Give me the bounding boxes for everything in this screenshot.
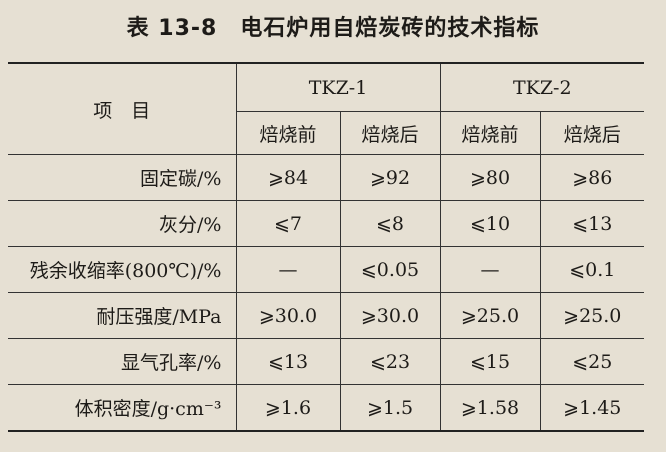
cell-value: ⩽7 bbox=[235, 200, 341, 247]
row-label: 固定碳/% bbox=[8, 154, 237, 201]
cell-value: ⩾1.58 bbox=[439, 384, 541, 432]
cell-value: ⩾1.5 bbox=[339, 384, 441, 432]
cell-value: ⩽0.1 bbox=[539, 246, 645, 293]
group-header: TKZ-2 bbox=[439, 62, 645, 112]
cell-value: ⩾1.45 bbox=[539, 384, 645, 432]
item-header: 项 目 bbox=[8, 62, 237, 155]
row-label: 显气孔率/% bbox=[8, 338, 237, 385]
cell-value: ⩾30.0 bbox=[235, 292, 341, 339]
cell-value: ⩾80 bbox=[439, 154, 541, 201]
table-row: 体积密度/g·cm⁻³ ⩾1.6 ⩾1.5 ⩾1.58 ⩾1.45 bbox=[8, 384, 645, 432]
cell-value: ⩽13 bbox=[539, 200, 645, 247]
spec-table: 项 目 TKZ-1 TKZ-2 焙烧前 焙烧后 焙烧前 焙烧后 固定碳/% ⩾84… bbox=[8, 62, 645, 432]
table-row: 耐压强度/MPa ⩾30.0 ⩾30.0 ⩾25.0 ⩾25.0 bbox=[8, 292, 645, 339]
cell-value: ⩽10 bbox=[439, 200, 541, 247]
table-row: 固定碳/% ⩾84 ⩾92 ⩾80 ⩾86 bbox=[8, 154, 645, 201]
cell-value: ⩾86 bbox=[539, 154, 645, 201]
cell-value: ⩽0.05 bbox=[339, 246, 441, 293]
group-header: TKZ-1 bbox=[235, 62, 441, 112]
cell-value: ⩽15 bbox=[439, 338, 541, 385]
cell-value: ⩽23 bbox=[339, 338, 441, 385]
sub-header: 焙烧前 bbox=[236, 111, 341, 155]
row-label: 耐压强度/MPa bbox=[8, 292, 237, 339]
cell-value: ⩾25.0 bbox=[539, 292, 645, 339]
table-row: 残余收缩率(800℃)/% — ⩽0.05— ⩽0.1 bbox=[8, 246, 645, 293]
cell-value: ⩽25 bbox=[539, 338, 645, 385]
cell-value: — bbox=[439, 246, 541, 293]
table-title: 表 13-8 电石炉用自焙炭砖的技术指标 bbox=[126, 16, 540, 41]
cell-value: ⩾84 bbox=[235, 154, 341, 201]
cell-value: ⩽13 bbox=[235, 338, 341, 385]
cell-value: ⩾1.6 bbox=[235, 384, 341, 432]
sub-header: 焙烧前 bbox=[439, 111, 541, 155]
cell-value: ⩾92 bbox=[339, 154, 441, 201]
table-row: 显气孔率/% ⩽13 ⩽23 ⩽15 ⩽25 bbox=[8, 338, 645, 385]
sub-header: 焙烧后 bbox=[339, 111, 441, 155]
sub-header: 焙烧后 bbox=[539, 111, 645, 155]
row-label: 灰分/% bbox=[8, 200, 237, 247]
cell-value: ⩾25.0 bbox=[439, 292, 541, 339]
cell-value: ⩽8 bbox=[339, 200, 441, 247]
row-label: 残余收缩率(800℃)/% bbox=[8, 246, 237, 293]
table-row: 灰分/% ⩽7 ⩽8 ⩽10 ⩽13 bbox=[8, 200, 645, 247]
cell-value: — bbox=[235, 246, 341, 293]
row-label: 体积密度/g·cm⁻³ bbox=[8, 384, 237, 432]
cell-value: ⩾30.0 bbox=[339, 292, 441, 339]
